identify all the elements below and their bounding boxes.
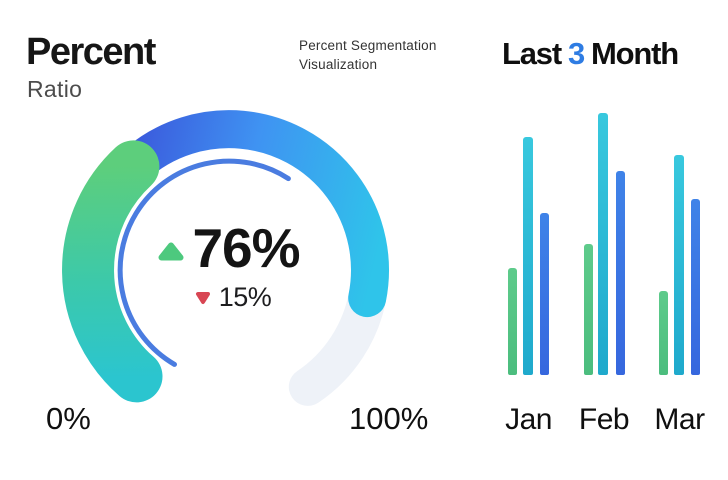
gauge-green-arc xyxy=(62,140,163,403)
gauge-value-row: 76% xyxy=(158,217,301,279)
bar-label-feb: Feb xyxy=(578,403,630,436)
bar-chart-title-suffix: Month xyxy=(591,36,679,71)
bar-chart-title-prefix: Last xyxy=(502,36,562,71)
bar-feb-blue xyxy=(615,170,625,375)
bar-chart-title: Last 3 Month xyxy=(502,36,679,71)
bar-chart-area: Jan Feb Mar xyxy=(495,98,713,443)
gauge-chart xyxy=(62,110,389,406)
page-title: Percent xyxy=(26,31,156,73)
gauge-readout: 76% 15% xyxy=(109,221,349,311)
bar-mar-cyan xyxy=(673,154,684,375)
gauge-max-label: 100% xyxy=(349,401,429,436)
bar-label-mar: Mar xyxy=(654,403,705,436)
bar-feb-green xyxy=(583,244,593,375)
bar-feb-cyan xyxy=(598,113,608,375)
title-highlight: 3 xyxy=(567,36,585,71)
down-triangle-icon xyxy=(195,291,210,304)
gauge-delta-row: 15% xyxy=(195,284,272,311)
bar-jan-green xyxy=(508,267,517,375)
up-triangle-icon xyxy=(158,242,184,261)
bar-label-jan: Jan xyxy=(505,403,552,436)
description-note: Percent Segmentation Visualization xyxy=(299,38,437,72)
bar-jan-cyan xyxy=(522,136,533,375)
bar-jan-blue xyxy=(540,212,549,375)
gauge-min-label: 0% xyxy=(46,401,91,436)
gauge-value: 76% xyxy=(192,217,300,279)
bar-mar-blue xyxy=(691,199,700,375)
gauge-inner-ring xyxy=(117,158,291,367)
gauge-delta: 15% xyxy=(218,282,272,312)
page-subtitle: Ratio xyxy=(27,76,83,102)
bar-mar-green xyxy=(659,291,668,375)
